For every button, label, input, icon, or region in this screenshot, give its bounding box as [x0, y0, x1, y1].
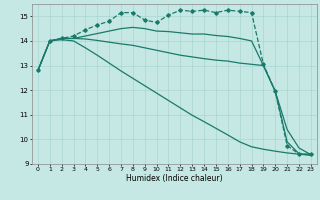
X-axis label: Humidex (Indice chaleur): Humidex (Indice chaleur): [126, 174, 223, 183]
